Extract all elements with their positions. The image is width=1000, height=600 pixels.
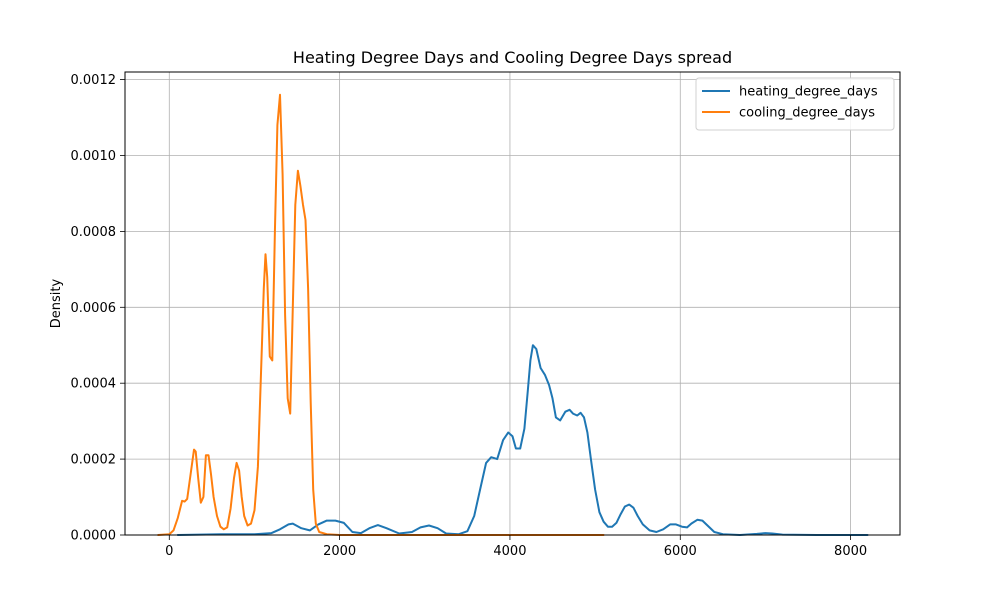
legend-box — [695, 77, 895, 131]
y-tick-label: 0.0006 — [71, 301, 117, 316]
grid-lines — [125, 72, 900, 536]
x-tick-label: 0 — [165, 544, 173, 559]
y-tick-label: 0.0004 — [71, 377, 117, 392]
y-axis-title: Density — [49, 278, 64, 328]
y-tick-label: 0.0012 — [71, 73, 117, 88]
x-axis: 0 2000 4000 6000 8000 — [165, 535, 867, 559]
y-axis: 0.0000 0.0002 0.0004 0.0006 0.0008 0.0010 0.00… — [71, 73, 125, 544]
legend-label: heating_degree_days — [739, 85, 878, 100]
legend-label: cooling_degree_days — [739, 106, 875, 121]
series-line-cooling_degree_days — [157, 93, 605, 536]
y-tick-label: 0.0010 — [71, 149, 117, 164]
chart-title: Heating Degree Days and Cooling Degree D… — [293, 48, 732, 67]
x-tick-label: 2000 — [323, 544, 356, 559]
x-tick-label: 6000 — [664, 544, 697, 559]
plot-frame — [124, 71, 901, 536]
x-tick-label: 4000 — [493, 544, 526, 559]
y-tick-label: 0.0008 — [71, 225, 117, 240]
x-tick-label: 8000 — [834, 544, 867, 559]
y-tick-label: 0.0000 — [71, 529, 117, 544]
series-line-heating_degree_days — [176, 344, 869, 536]
series-layer — [157, 93, 869, 536]
legend: heating_degree_days cooling_degree_days — [695, 77, 895, 131]
y-tick-label: 0.0002 — [71, 453, 117, 468]
